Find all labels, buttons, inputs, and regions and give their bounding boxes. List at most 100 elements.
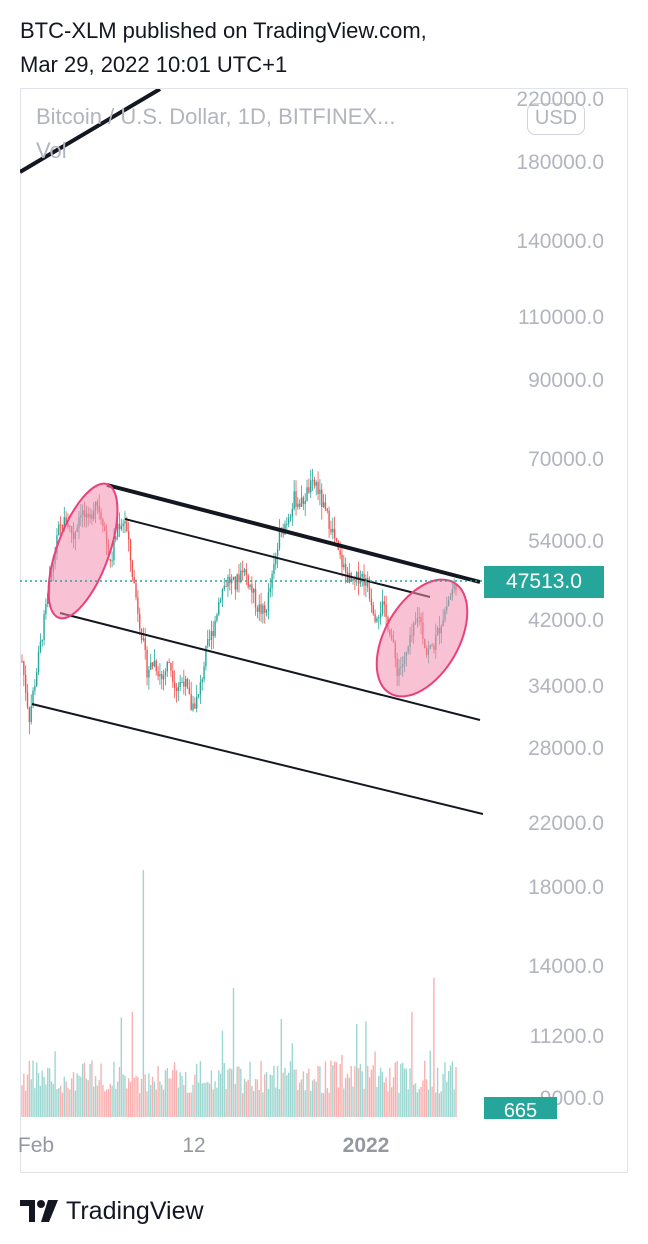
volume-bar [328, 1092, 330, 1117]
volume-bar [376, 1086, 378, 1117]
volume-bar [102, 1084, 104, 1117]
volume-bar [245, 1081, 248, 1117]
candle-body [63, 517, 65, 531]
volume-bar [142, 870, 145, 1117]
volume-bar [74, 1090, 77, 1117]
volume-bar [374, 1051, 376, 1117]
candle-body [150, 662, 152, 670]
candle-body [269, 587, 271, 593]
candle-body [133, 576, 135, 584]
volume-bar [273, 1065, 275, 1117]
candle-body [32, 690, 34, 707]
candle [129, 538, 132, 572]
candle-body [365, 578, 367, 586]
candle [348, 563, 351, 584]
candle-body [245, 569, 248, 576]
candle-body [264, 605, 266, 613]
volume-bar [322, 1093, 325, 1117]
last-volume-badge: 665 [484, 1097, 557, 1119]
candle [115, 535, 117, 543]
symbol-title[interactable]: Bitcoin / U.S. Dollar, 1D, BITFINEX... [36, 104, 396, 129]
volume-bar [127, 1078, 130, 1117]
volume-bar [431, 1086, 433, 1117]
volume-bar [414, 1083, 417, 1117]
candle [194, 697, 196, 709]
tradingview-logo[interactable]: TradingView [20, 1196, 204, 1226]
volume-bar [387, 1091, 389, 1117]
volume-bar [100, 1063, 102, 1117]
time-axis-label: 12 [182, 1134, 206, 1157]
channel-top-line [106, 483, 481, 584]
volume-bar [383, 1082, 385, 1117]
volume-bar [304, 1090, 306, 1117]
price-axis-label: 220000.0 [516, 88, 604, 111]
candle [172, 660, 174, 688]
candle [328, 506, 330, 538]
candle-body [26, 692, 29, 708]
volume-bar [131, 1012, 134, 1117]
candle-body [256, 607, 259, 612]
volume-bar [354, 1066, 356, 1117]
candle-body [207, 639, 209, 646]
volume-bar [177, 1087, 180, 1117]
volume-bar [422, 1080, 424, 1117]
volume-legend-label[interactable]: Vol [36, 138, 67, 163]
candle-body [144, 638, 146, 651]
candle [322, 494, 325, 508]
volume-bar [159, 1081, 161, 1117]
candle-body [339, 550, 341, 555]
volume-bar [319, 1066, 321, 1117]
candle-body [225, 585, 227, 587]
candle [164, 668, 167, 686]
candle [385, 595, 387, 627]
volume-bar [91, 1060, 93, 1117]
volume-bar [409, 1068, 411, 1117]
volume-bar [225, 1089, 227, 1117]
candle-body [153, 660, 156, 667]
candle-body [170, 662, 172, 671]
volume-bar [137, 1076, 139, 1117]
trend-line-upper-thick [20, 89, 162, 174]
volume-bar [155, 1089, 157, 1117]
volume-bar [216, 1087, 218, 1117]
volume-bar [43, 1076, 45, 1117]
volume-bar [157, 1066, 159, 1117]
candle-body [326, 508, 328, 511]
candle-body [297, 503, 299, 507]
candle-body [173, 682, 176, 688]
candle-body [157, 671, 159, 677]
price-axis-label: 70000.0 [528, 448, 604, 471]
last-price-badge: 47513.0 [484, 566, 604, 598]
candle [184, 675, 187, 696]
candle [21, 654, 23, 663]
candle [45, 598, 47, 620]
volume-bar [289, 1061, 292, 1117]
candle [36, 667, 38, 687]
candle [302, 495, 305, 511]
candle [183, 669, 185, 695]
volume-bar [379, 1067, 382, 1117]
volume-bar [34, 1088, 36, 1117]
volume-bar [67, 1087, 69, 1117]
candle [120, 518, 123, 531]
channel-bottom-line [31, 703, 483, 815]
candle-body [23, 661, 25, 676]
chart-frame[interactable] [20, 88, 628, 1173]
volume-bar [122, 1074, 124, 1117]
candle-body [175, 687, 178, 691]
volume-bar [208, 1083, 211, 1117]
currency-button[interactable]: USD [527, 103, 585, 135]
volume-bar [350, 1065, 352, 1117]
volume-bar [247, 1080, 249, 1117]
price-axis-label: 140000.0 [516, 230, 604, 253]
volume-bar [392, 1077, 395, 1117]
volume-bar [188, 1092, 191, 1117]
candle [376, 616, 378, 624]
candle-body [370, 598, 373, 606]
volume-bar [133, 1077, 135, 1117]
candle [262, 603, 264, 624]
volume-bar [109, 1083, 111, 1117]
volume-bar [39, 1085, 42, 1117]
candle-body [306, 487, 308, 502]
